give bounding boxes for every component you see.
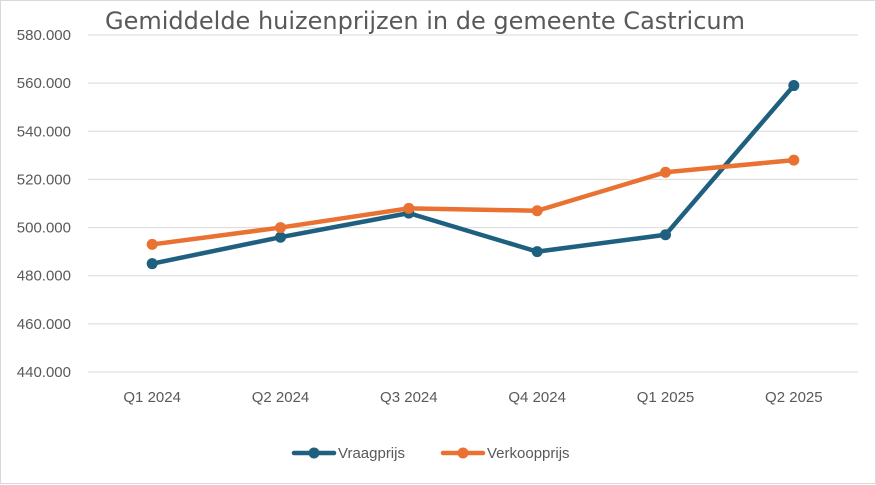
data-point-vraagprijs	[531, 246, 543, 258]
x-tick-label: Q2 2024	[252, 389, 310, 406]
data-point-vraagprijs	[660, 229, 671, 241]
y-tick-label: 520.000	[17, 171, 71, 188]
legend-marker	[308, 447, 320, 459]
x-tick-label: Q3 2024	[380, 389, 438, 406]
data-point-verkoopprijs	[275, 222, 286, 234]
y-tick-label: 500.000	[17, 220, 71, 237]
data-point-verkoopprijs	[788, 154, 800, 166]
x-tick-label: Q1 2025	[637, 389, 695, 406]
data-point-verkoopprijs	[146, 238, 158, 250]
legend-marker	[457, 447, 469, 459]
legend-label: Verkoopprijs	[487, 445, 570, 462]
data-point-verkoopprijs	[403, 202, 415, 214]
data-point-vraagprijs	[275, 231, 286, 243]
x-tick-label: Q1 2024	[123, 389, 181, 406]
chart-title: Gemiddelde huizenprijzen in de gemeente …	[105, 7, 746, 35]
data-point-vraagprijs	[788, 80, 800, 92]
data-point-verkoopprijs	[531, 205, 543, 217]
data-point-verkoopprijs	[660, 166, 671, 178]
y-tick-label: 440.000	[17, 364, 71, 381]
data-point-vraagprijs	[146, 258, 158, 270]
y-tick-label: 560.000	[17, 75, 71, 92]
x-tick-label: Q2 2025	[765, 389, 823, 406]
x-tick-label: Q4 2024	[508, 389, 566, 406]
legend-label: Vraagprijs	[338, 445, 405, 462]
series-line-vraagprijs	[149, 83, 797, 266]
y-tick-label: 480.000	[17, 268, 71, 285]
y-tick-label: 460.000	[17, 316, 71, 333]
y-tick-label: 540.000	[17, 123, 71, 140]
series-line-verkoopprijs	[149, 157, 797, 247]
y-tick-label: 580.000	[17, 27, 71, 44]
